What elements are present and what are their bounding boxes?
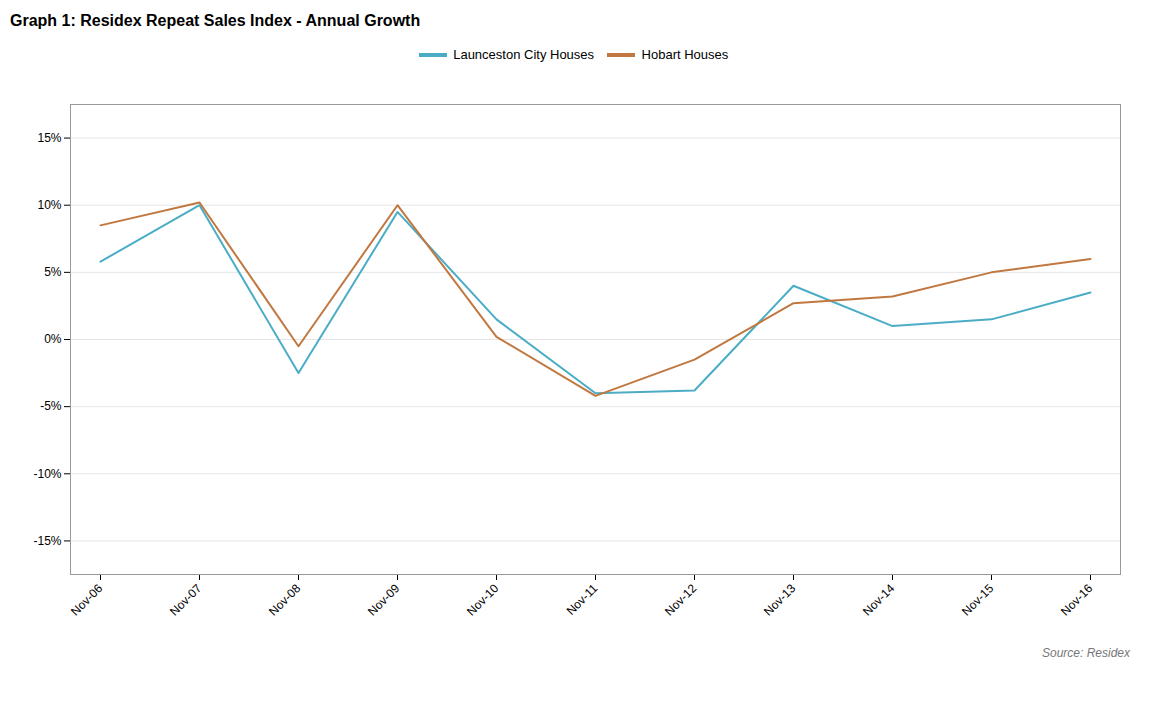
svg-text:Nov-12: Nov-12: [662, 581, 699, 618]
html-text:Graph 1: Residex Repeat Sales: Graph 1: Residex Repeat Sales Index - An…: [10, 12, 421, 29]
svg-text:Nov-11: Nov-11: [564, 581, 601, 618]
svg-text:-5%: -5%: [40, 399, 62, 413]
svg-text:10%: 10%: [37, 198, 61, 212]
svg-text:Nov-13: Nov-13: [761, 581, 798, 618]
svg-text:Nov-14: Nov-14: [860, 581, 897, 618]
svg-text:Nov-10: Nov-10: [464, 581, 501, 618]
svg-text:15%: 15%: [37, 130, 61, 144]
svg-text:-15%: -15%: [33, 533, 61, 547]
html-text:Hobart Houses: Hobart Houses: [641, 47, 729, 62]
svg-text:Nov-15: Nov-15: [959, 581, 996, 618]
svg-text:5%: 5%: [44, 265, 62, 279]
svg-text:Nov-08: Nov-08: [266, 581, 303, 618]
svg-text:Nov-09: Nov-09: [365, 581, 402, 618]
svg-text:Nov-07: Nov-07: [167, 581, 204, 618]
svg-text:0%: 0%: [44, 332, 62, 346]
html-text:Launceston City Houses: Launceston City Houses: [453, 47, 595, 62]
svg-text:-10%: -10%: [33, 466, 61, 480]
html-text:Source: Residex: Source: Residex: [1042, 645, 1130, 660]
svg-text:Nov-16: Nov-16: [1058, 581, 1095, 618]
svg-text:Nov-06: Nov-06: [68, 581, 105, 618]
